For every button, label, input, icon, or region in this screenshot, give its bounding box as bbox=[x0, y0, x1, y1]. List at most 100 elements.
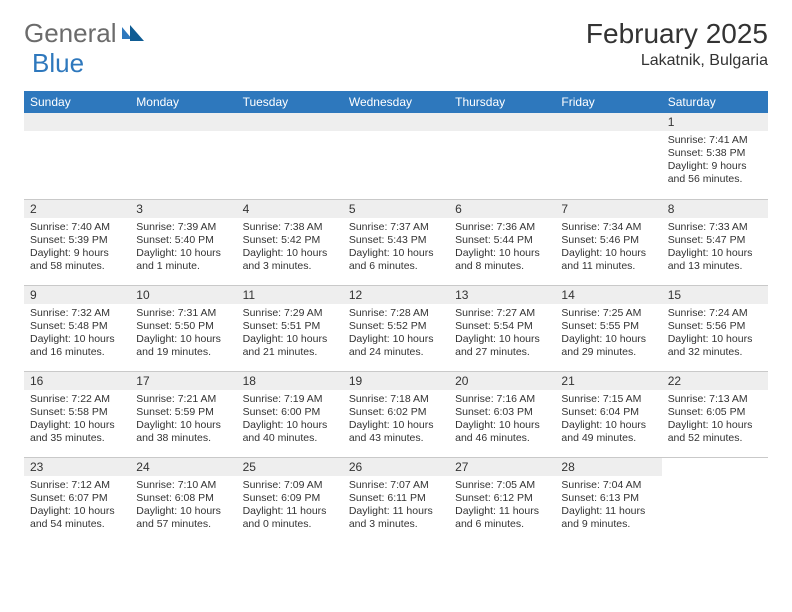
sunset-line: Sunset: 5:54 PM bbox=[455, 320, 549, 333]
day-header: Tuesday bbox=[237, 91, 343, 113]
calendar-cell: 1Sunrise: 7:41 AMSunset: 5:38 PMDaylight… bbox=[662, 113, 768, 199]
sunset-line: Sunset: 6:04 PM bbox=[561, 406, 655, 419]
daylight-line: and 58 minutes. bbox=[30, 260, 124, 273]
day-number: 4 bbox=[237, 200, 343, 218]
daylight-line: and 27 minutes. bbox=[455, 346, 549, 359]
daylight-line: and 32 minutes. bbox=[668, 346, 762, 359]
daylight-line: and 52 minutes. bbox=[668, 432, 762, 445]
daylight-line: and 57 minutes. bbox=[136, 518, 230, 531]
sunrise-line: Sunrise: 7:16 AM bbox=[455, 393, 549, 406]
sunset-line: Sunset: 6:09 PM bbox=[243, 492, 337, 505]
daylight-line: Daylight: 10 hours bbox=[136, 505, 230, 518]
sunrise-line: Sunrise: 7:05 AM bbox=[455, 479, 549, 492]
calendar-header: SundayMondayTuesdayWednesdayThursdayFrid… bbox=[24, 91, 768, 113]
daylight-line: Daylight: 10 hours bbox=[136, 333, 230, 346]
sunrise-line: Sunrise: 7:33 AM bbox=[668, 221, 762, 234]
sunset-line: Sunset: 6:11 PM bbox=[349, 492, 443, 505]
calendar-cell bbox=[555, 113, 661, 199]
sunrise-line: Sunrise: 7:24 AM bbox=[668, 307, 762, 320]
daylight-line: and 1 minute. bbox=[136, 260, 230, 273]
sunset-line: Sunset: 6:00 PM bbox=[243, 406, 337, 419]
sunset-line: Sunset: 5:43 PM bbox=[349, 234, 443, 247]
sunrise-line: Sunrise: 7:21 AM bbox=[136, 393, 230, 406]
empty-daynum bbox=[555, 113, 661, 131]
calendar-cell: 3Sunrise: 7:39 AMSunset: 5:40 PMDaylight… bbox=[130, 199, 236, 285]
sunrise-line: Sunrise: 7:22 AM bbox=[30, 393, 124, 406]
calendar-cell: 6Sunrise: 7:36 AMSunset: 5:44 PMDaylight… bbox=[449, 199, 555, 285]
sunrise-line: Sunrise: 7:32 AM bbox=[30, 307, 124, 320]
calendar-cell: 25 Sunrise: 7:09 AMSunset: 6:09 PMDayligh… bbox=[237, 457, 343, 543]
daylight-line: Daylight: 10 hours bbox=[349, 247, 443, 260]
sunset-line: Sunset: 6:12 PM bbox=[455, 492, 549, 505]
daylight-line: Daylight: 10 hours bbox=[243, 247, 337, 260]
calendar-cell: 8Sunrise: 7:33 AMSunset: 5:47 PMDaylight… bbox=[662, 199, 768, 285]
sunset-line: Sunset: 6:07 PM bbox=[30, 492, 124, 505]
daylight-line: Daylight: 10 hours bbox=[668, 333, 762, 346]
sunrise-line: Sunrise: 7:31 AM bbox=[136, 307, 230, 320]
daylight-line: Daylight: 10 hours bbox=[668, 419, 762, 432]
sunset-line: Sunset: 5:50 PM bbox=[136, 320, 230, 333]
empty-daynum bbox=[343, 113, 449, 131]
day-number: 14 bbox=[555, 286, 661, 304]
sunrise-line: Sunrise: 7:19 AM bbox=[243, 393, 337, 406]
sunset-line: Sunset: 5:44 PM bbox=[455, 234, 549, 247]
calendar-cell bbox=[343, 113, 449, 199]
sunrise-line: Sunrise: 7:29 AM bbox=[243, 307, 337, 320]
daylight-line: Daylight: 10 hours bbox=[561, 419, 655, 432]
day-number: 25 bbox=[237, 458, 343, 476]
empty-daynum bbox=[237, 113, 343, 131]
title-block: February 2025 Lakatnik, Bulgaria bbox=[586, 18, 768, 70]
calendar-cell: 10 Sunrise: 7:31 AMSunset: 5:50 PMDayligh… bbox=[130, 285, 236, 371]
day-number: 5 bbox=[343, 200, 449, 218]
sunset-line: Sunset: 5:40 PM bbox=[136, 234, 230, 247]
daylight-line: and 43 minutes. bbox=[349, 432, 443, 445]
calendar-cell bbox=[24, 113, 130, 199]
sunrise-line: Sunrise: 7:38 AM bbox=[243, 221, 337, 234]
sunrise-line: Sunrise: 7:15 AM bbox=[561, 393, 655, 406]
sunset-line: Sunset: 6:08 PM bbox=[136, 492, 230, 505]
sunrise-line: Sunrise: 7:28 AM bbox=[349, 307, 443, 320]
daylight-line: and 9 minutes. bbox=[561, 518, 655, 531]
daylight-line: Daylight: 10 hours bbox=[136, 247, 230, 260]
daylight-line: and 3 minutes. bbox=[243, 260, 337, 273]
calendar-cell: 22Sunrise: 7:13 AMSunset: 6:05 PMDayligh… bbox=[662, 371, 768, 457]
sunrise-line: Sunrise: 7:36 AM bbox=[455, 221, 549, 234]
calendar-table: SundayMondayTuesdayWednesdayThursdayFrid… bbox=[24, 91, 768, 543]
calendar-body: 1Sunrise: 7:41 AMSunset: 5:38 PMDaylight… bbox=[24, 113, 768, 543]
day-number: 23 bbox=[24, 458, 130, 476]
daylight-line: and 40 minutes. bbox=[243, 432, 337, 445]
day-number: 10 bbox=[130, 286, 236, 304]
daylight-line: and 38 minutes. bbox=[136, 432, 230, 445]
daylight-line: Daylight: 10 hours bbox=[561, 333, 655, 346]
daylight-line: and 35 minutes. bbox=[30, 432, 124, 445]
day-number: 8 bbox=[662, 200, 768, 218]
sunset-line: Sunset: 5:38 PM bbox=[668, 147, 762, 160]
calendar-cell bbox=[449, 113, 555, 199]
daylight-line: Daylight: 11 hours bbox=[243, 505, 337, 518]
day-number: 17 bbox=[130, 372, 236, 390]
daylight-line: Daylight: 10 hours bbox=[243, 419, 337, 432]
sunrise-line: Sunrise: 7:07 AM bbox=[349, 479, 443, 492]
daylight-line: and 13 minutes. bbox=[668, 260, 762, 273]
sunrise-line: Sunrise: 7:13 AM bbox=[668, 393, 762, 406]
sunset-line: Sunset: 6:05 PM bbox=[668, 406, 762, 419]
daylight-line: and 21 minutes. bbox=[243, 346, 337, 359]
sunrise-line: Sunrise: 7:27 AM bbox=[455, 307, 549, 320]
daylight-line: and 49 minutes. bbox=[561, 432, 655, 445]
empty-daynum bbox=[449, 113, 555, 131]
sunrise-line: Sunrise: 7:09 AM bbox=[243, 479, 337, 492]
calendar-cell: 15Sunrise: 7:24 AMSunset: 5:56 PMDayligh… bbox=[662, 285, 768, 371]
sunset-line: Sunset: 5:39 PM bbox=[30, 234, 124, 247]
daylight-line: and 46 minutes. bbox=[455, 432, 549, 445]
calendar-cell: 27Sunrise: 7:05 AMSunset: 6:12 PMDayligh… bbox=[449, 457, 555, 543]
day-number: 19 bbox=[343, 372, 449, 390]
calendar-cell: 12Sunrise: 7:28 AMSunset: 5:52 PMDayligh… bbox=[343, 285, 449, 371]
calendar-cell: 24Sunrise: 7:10 AMSunset: 6:08 PMDayligh… bbox=[130, 457, 236, 543]
sunset-line: Sunset: 5:48 PM bbox=[30, 320, 124, 333]
sunrise-line: Sunrise: 7:34 AM bbox=[561, 221, 655, 234]
day-number: 9 bbox=[24, 286, 130, 304]
sunrise-line: Sunrise: 7:10 AM bbox=[136, 479, 230, 492]
day-number: 18 bbox=[237, 372, 343, 390]
daylight-line: Daylight: 10 hours bbox=[243, 333, 337, 346]
day-number: 2 bbox=[24, 200, 130, 218]
